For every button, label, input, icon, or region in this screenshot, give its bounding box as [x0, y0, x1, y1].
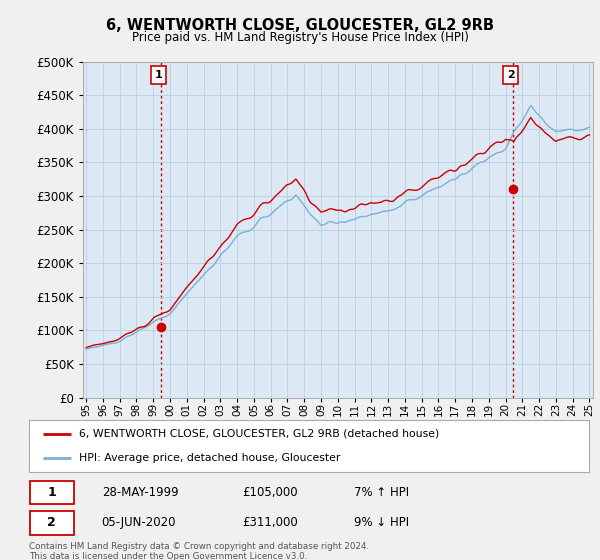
Text: 6, WENTWORTH CLOSE, GLOUCESTER, GL2 9RB: 6, WENTWORTH CLOSE, GLOUCESTER, GL2 9RB: [106, 18, 494, 33]
Text: Contains HM Land Registry data © Crown copyright and database right 2024.
This d: Contains HM Land Registry data © Crown c…: [29, 542, 369, 560]
FancyBboxPatch shape: [30, 480, 74, 505]
FancyBboxPatch shape: [30, 511, 74, 535]
Text: Price paid vs. HM Land Registry's House Price Index (HPI): Price paid vs. HM Land Registry's House …: [131, 31, 469, 44]
Text: 05-JUN-2020: 05-JUN-2020: [101, 516, 176, 529]
Text: 6, WENTWORTH CLOSE, GLOUCESTER, GL2 9RB (detached house): 6, WENTWORTH CLOSE, GLOUCESTER, GL2 9RB …: [79, 429, 439, 439]
Text: HPI: Average price, detached house, Gloucester: HPI: Average price, detached house, Glou…: [79, 452, 341, 463]
Text: 1: 1: [154, 70, 162, 80]
Text: £105,000: £105,000: [242, 486, 298, 499]
Text: 28-MAY-1999: 28-MAY-1999: [101, 486, 178, 499]
Text: 1: 1: [47, 486, 56, 499]
Text: £311,000: £311,000: [242, 516, 298, 529]
Text: 2: 2: [507, 70, 514, 80]
Text: 2: 2: [47, 516, 56, 529]
Text: 9% ↓ HPI: 9% ↓ HPI: [354, 516, 409, 529]
Text: 7% ↑ HPI: 7% ↑ HPI: [354, 486, 409, 499]
